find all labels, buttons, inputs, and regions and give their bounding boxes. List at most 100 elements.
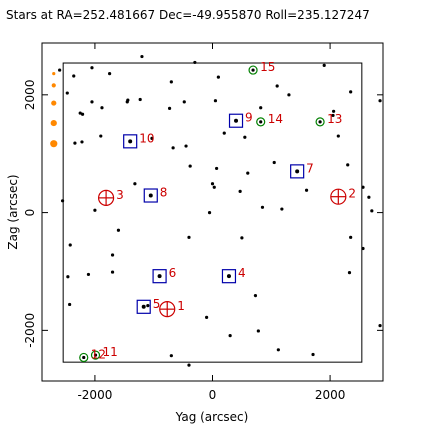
field-star (100, 106, 104, 110)
acq-star (251, 68, 255, 72)
edge-marker (51, 83, 56, 88)
field-star (93, 208, 97, 212)
field-star (361, 246, 365, 251)
edge-marker (50, 140, 58, 148)
field-star (184, 144, 188, 148)
field-star (212, 185, 216, 189)
field-star (110, 253, 115, 257)
guide-star-box (143, 188, 158, 203)
field-star (193, 60, 197, 65)
edge-marker (50, 119, 57, 127)
field-star (213, 99, 218, 103)
guide-star-label: 8 (160, 186, 168, 200)
field-star (311, 352, 315, 357)
field-star (370, 209, 374, 213)
field-star (216, 75, 220, 79)
field-star (349, 235, 353, 239)
field-star (90, 100, 94, 104)
ccd-boundary (62, 62, 363, 363)
field-star (228, 334, 232, 338)
guide-star-box (228, 113, 244, 128)
acq-star-ring (90, 350, 101, 360)
acq-star-ring (256, 117, 266, 127)
field-star (260, 205, 265, 209)
field-star (169, 354, 173, 358)
mon-window-label: 1 (177, 299, 185, 313)
guide-star-label: 6 (169, 266, 177, 280)
field-star (304, 188, 309, 192)
y-tick-label: -2000 (23, 313, 37, 348)
axis-ticks: -2000 0 2000 -2000 0 2000 (23, 43, 383, 402)
chart-title: Stars at RA=252.481667 Dec=-49.955870 Ro… (6, 8, 370, 22)
field-star (150, 136, 154, 140)
field-star (349, 90, 353, 94)
mon-windows: 1 2 3 (97, 187, 356, 318)
acq-star-label: 13 (327, 112, 342, 126)
field-star (322, 63, 326, 67)
acq-star (93, 353, 98, 357)
acq-star (259, 120, 263, 124)
field-star (346, 163, 350, 167)
guide-star-box (123, 134, 138, 149)
field-star (272, 160, 276, 165)
guide-star (128, 139, 133, 144)
field-star (378, 99, 382, 103)
field-star (68, 243, 72, 247)
acq-star-ring (248, 65, 258, 75)
edge-marker (52, 72, 56, 76)
acq-star-ring (315, 117, 325, 127)
y-tick-label: 0 (23, 209, 37, 217)
guide-star-box (221, 269, 237, 284)
mon-window-label: 3 (116, 188, 124, 202)
field-star (210, 182, 215, 186)
acq-star (318, 120, 322, 124)
guide-star (141, 304, 146, 309)
edge-marker (51, 100, 57, 106)
field-star (367, 195, 371, 199)
field-star (60, 199, 65, 203)
acq-star-label: 14 (268, 112, 283, 126)
field-star (169, 80, 173, 84)
field-star (253, 294, 258, 298)
field-star (207, 210, 212, 215)
field-star (116, 228, 121, 232)
field-star (171, 146, 175, 150)
field-star (66, 275, 70, 279)
field-star (68, 302, 72, 307)
x-tick-label: 0 (209, 388, 217, 402)
guide-star (295, 169, 300, 174)
field-star (280, 207, 284, 211)
guide-star-box (136, 299, 151, 314)
guide-stars: 4 5 6 7 8 9 10 (123, 111, 314, 314)
field-star (336, 134, 340, 138)
field-star (125, 100, 129, 104)
acq-star-label: 11 (103, 345, 118, 359)
guide-star-label: 10 (139, 131, 154, 145)
guide-star-label: 9 (245, 111, 253, 125)
field-star (86, 272, 91, 277)
field-star (275, 84, 279, 88)
y-axis-label: Zag (arcsec) (6, 174, 20, 249)
x-axis-label: Yag (arcsec) (175, 410, 249, 424)
field-star (110, 270, 115, 274)
field-star (331, 113, 335, 118)
acq-star-ring (79, 352, 89, 363)
field-star (361, 185, 365, 189)
field-star (243, 135, 247, 139)
acq-star (82, 355, 86, 360)
guide-star (234, 118, 239, 123)
field-star (73, 141, 77, 145)
field-star (378, 324, 382, 328)
mon-window-label: 2 (348, 187, 356, 201)
field-star (108, 72, 112, 76)
field-star (146, 304, 150, 308)
guide-star (226, 274, 231, 279)
field-star (332, 109, 336, 113)
guide-star-label: 4 (238, 266, 246, 280)
field-star (222, 131, 226, 135)
field-star (215, 166, 219, 171)
field-star (276, 348, 280, 352)
field-star (182, 100, 186, 104)
guide-star-label: 7 (306, 161, 314, 175)
